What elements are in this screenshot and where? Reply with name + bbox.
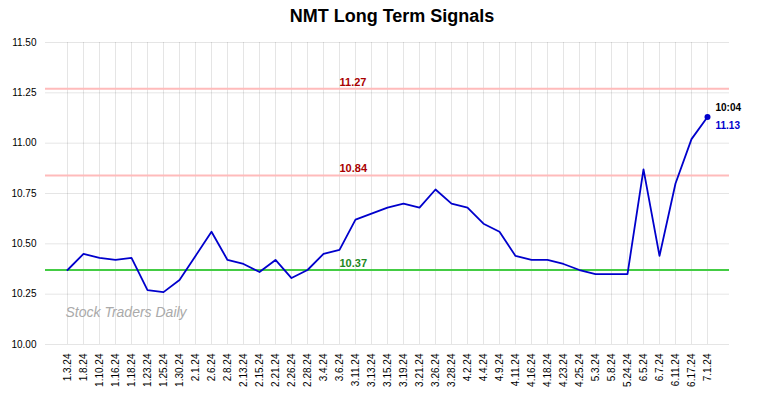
svg-text:10.50: 10.50 (11, 238, 36, 249)
svg-text:3.6.24: 3.6.24 (334, 353, 345, 381)
svg-text:1.8.24: 1.8.24 (78, 353, 89, 381)
svg-text:6.7.24: 6.7.24 (654, 353, 665, 381)
svg-text:Stock Traders Daily: Stock Traders Daily (66, 304, 188, 320)
svg-text:2.13.24: 2.13.24 (238, 353, 249, 387)
svg-text:6.5.24: 6.5.24 (638, 353, 649, 381)
svg-text:3.4.24: 3.4.24 (318, 353, 329, 381)
svg-text:10.37: 10.37 (340, 257, 368, 269)
svg-text:10.25: 10.25 (11, 288, 36, 299)
svg-text:2.21.24: 2.21.24 (270, 353, 281, 387)
svg-text:4.9.24: 4.9.24 (494, 353, 505, 381)
svg-text:2.28.24: 2.28.24 (302, 353, 313, 387)
svg-text:10.00: 10.00 (11, 339, 36, 350)
svg-text:1.23.24: 1.23.24 (142, 353, 153, 387)
svg-text:4.25.24: 4.25.24 (574, 353, 585, 387)
svg-text:4.11.24: 4.11.24 (510, 353, 521, 386)
svg-text:10.84: 10.84 (340, 162, 368, 174)
svg-text:11.50: 11.50 (12, 37, 37, 48)
svg-text:4.2.24: 4.2.24 (462, 353, 473, 381)
svg-text:1.30.24: 1.30.24 (174, 353, 185, 387)
svg-text:7.1.24: 7.1.24 (702, 353, 713, 381)
svg-text:5.24.24: 5.24.24 (622, 353, 633, 387)
svg-text:3.15.24: 3.15.24 (382, 353, 393, 387)
svg-text:10.75: 10.75 (11, 188, 36, 199)
svg-text:11.13: 11.13 (716, 120, 741, 131)
svg-text:3.13.24: 3.13.24 (366, 353, 377, 387)
svg-text:3.26.24: 3.26.24 (430, 353, 441, 387)
svg-text:5.8.24: 5.8.24 (606, 353, 617, 381)
svg-text:4.23.24: 4.23.24 (558, 353, 569, 387)
svg-text:3.28.24: 3.28.24 (446, 353, 457, 387)
svg-text:6.17.24: 6.17.24 (686, 353, 697, 387)
svg-text:2.8.24: 2.8.24 (222, 353, 233, 381)
html-text:NMT Long Term Signals: NMT Long Term Signals (289, 6, 495, 26)
svg-text:11.27: 11.27 (340, 76, 367, 88)
svg-text:11.25: 11.25 (12, 87, 37, 98)
svg-text:10:04: 10:04 (716, 102, 742, 113)
svg-text:2.15.24: 2.15.24 (254, 353, 265, 387)
svg-text:2.1.24: 2.1.24 (190, 353, 201, 381)
svg-text:4.16.24: 4.16.24 (526, 353, 537, 387)
svg-text:1.10.24: 1.10.24 (94, 353, 105, 387)
svg-text:2.6.24: 2.6.24 (206, 353, 217, 381)
svg-text:11.00: 11.00 (12, 137, 37, 148)
svg-text:4.18.24: 4.18.24 (542, 353, 553, 387)
svg-text:1.18.24: 1.18.24 (126, 353, 137, 387)
svg-text:3.19.24: 3.19.24 (398, 353, 409, 387)
svg-text:1.16.24: 1.16.24 (110, 353, 121, 387)
svg-text:5.3.24: 5.3.24 (590, 353, 601, 381)
svg-text:3.21.24: 3.21.24 (414, 353, 425, 387)
svg-text:1.3.24: 1.3.24 (62, 353, 73, 381)
svg-text:4.4.24: 4.4.24 (478, 353, 489, 381)
svg-text:2.26.24: 2.26.24 (286, 353, 297, 387)
svg-text:3.11.24: 3.11.24 (350, 353, 361, 386)
svg-text:6.11.24: 6.11.24 (670, 353, 681, 386)
svg-text:1.25.24: 1.25.24 (158, 353, 169, 387)
